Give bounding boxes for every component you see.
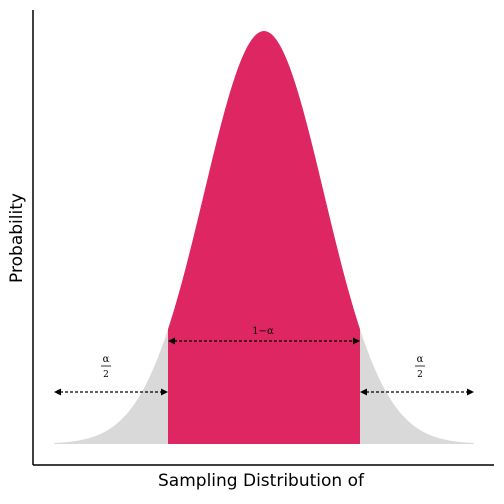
density-areas xyxy=(54,31,474,444)
interval-arrows xyxy=(54,337,474,396)
left-tail-denominator: 2 xyxy=(103,370,109,380)
right-tail-area xyxy=(360,329,474,444)
left-tail-numerator: α xyxy=(103,354,110,365)
right-tail-arrow xyxy=(360,388,474,396)
center-interval-arrow xyxy=(168,337,360,345)
right-tail-denominator: 2 xyxy=(417,370,423,380)
x-axis-label: Sampling Distribution of xyxy=(158,471,365,491)
left-tail-area xyxy=(54,329,168,444)
left-tail-arrow xyxy=(54,388,168,396)
right-tail-numerator: α xyxy=(417,354,424,365)
center-area xyxy=(168,31,360,444)
center-annotation: 1−α xyxy=(252,326,274,337)
y-axis-label: Probability xyxy=(7,193,27,283)
right-tail-annotation: α 2 xyxy=(415,354,425,380)
left-tail-annotation: α 2 xyxy=(101,354,111,380)
